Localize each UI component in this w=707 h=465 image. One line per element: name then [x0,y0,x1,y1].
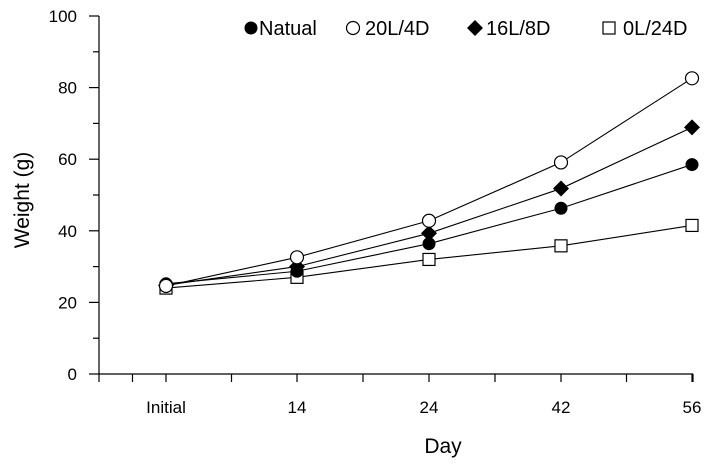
x-tick-label: 14 [288,398,307,417]
legend-marker [467,20,483,36]
x-tick-label: 42 [552,398,571,417]
legend-label: 20L/4D [365,18,430,40]
x-tick-label: 56 [683,398,702,417]
legend: Natual 20L/4D 16L/8D 0L/24D [244,18,688,40]
data-point [684,119,700,136]
y-tick-label: 60 [58,150,77,169]
legend-label: Natual [259,18,317,40]
data-point [289,250,305,265]
data-point [158,278,174,294]
x-tick-label: Initial [146,398,186,417]
y-tick-label: 20 [58,293,77,312]
data-point [554,201,568,215]
data-point [553,180,569,197]
y-axis-label: Weight (g) [11,152,34,248]
y-tick-label: 100 [49,7,77,26]
y-tick-label: 80 [58,79,77,98]
data-point [421,213,437,228]
data-point [554,239,568,253]
legend-label: 0L/24D [623,18,688,40]
data-point [422,252,436,267]
legend-marker [602,21,616,35]
data-point [684,71,700,86]
x-axis-label: Day [424,435,462,458]
legend-marker [345,20,361,36]
data-point [421,225,437,242]
data-point [685,218,699,233]
legend-label: 16L/8D [486,18,551,40]
data-point [685,158,699,172]
legend-marker [244,21,258,35]
y-tick-label: 40 [58,222,77,241]
y-tick-label: 0 [68,365,77,384]
data-point [553,155,569,170]
x-tick-label: 24 [420,398,439,417]
data-markers [158,71,700,295]
axes: 0 20 40 60 80 100 Initial 14 24 42 56 [49,7,702,417]
